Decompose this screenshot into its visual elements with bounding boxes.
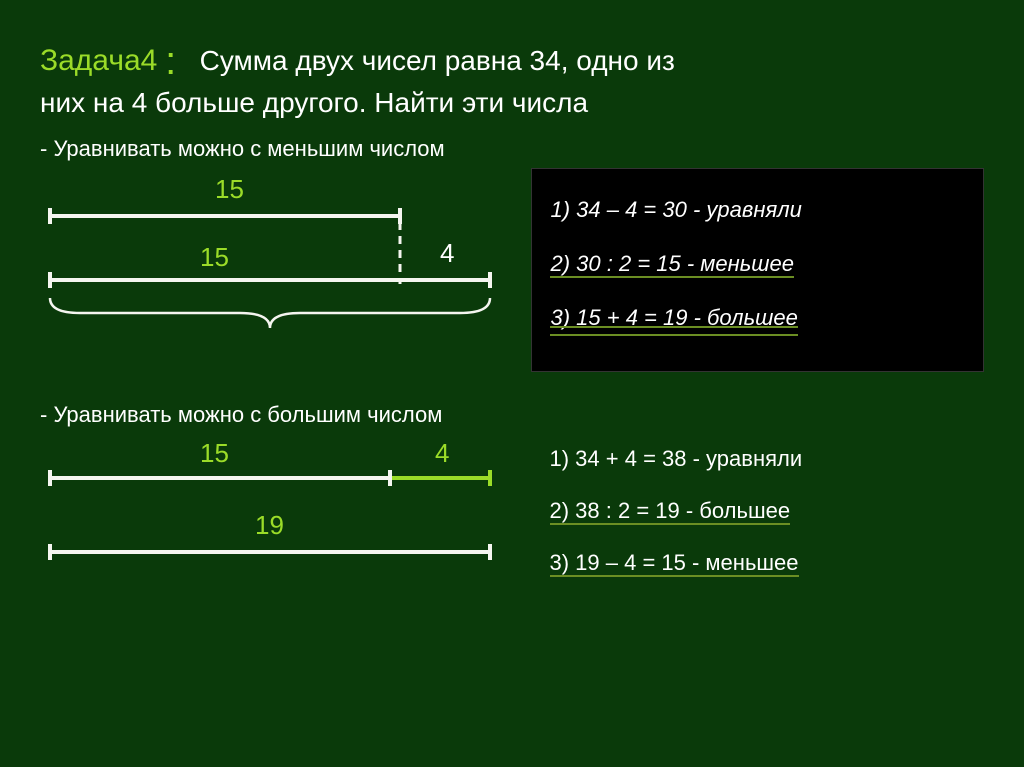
step1-2: 2) 30 : 2 = 15 - меньшее — [550, 251, 794, 277]
task-colon: : — [165, 39, 176, 83]
task-title: Задача4 : Сумма двух чисел равна 34, одн… — [40, 30, 984, 84]
step2-1: 1) 34 + 4 = 38 - уравняли — [550, 446, 803, 472]
task-label: Задача4 — [40, 44, 157, 77]
task-body-1: Сумма двух чисел равна 34, одно из — [200, 45, 675, 76]
task-body-2: них на 4 больше другого. Найти эти числа — [40, 84, 984, 122]
step2-3: 3) 19 – 4 = 15 - меньшее — [550, 550, 799, 576]
d1-bar1-label: 15 — [215, 174, 244, 204]
d2-bar1-label-b: 4 — [435, 438, 449, 468]
diagram-larger: 15 4 19 — [40, 436, 522, 592]
d1-bar2-label-b: 4 — [440, 238, 454, 268]
note-smaller: - Уравнивать можно с меньшим числом — [40, 136, 984, 162]
d1-brace — [50, 298, 490, 328]
d2-bar1-label-a: 15 — [200, 438, 229, 468]
d2-bar2-label: 19 — [255, 510, 284, 540]
diagram-smaller: 15 15 4 — [40, 168, 521, 372]
step2-2: 2) 38 : 2 = 19 - большее — [550, 498, 791, 524]
steps-larger-panel: 1) 34 + 4 = 38 - уравняли 2) 38 : 2 = 19… — [532, 436, 985, 592]
d1-bar2-label-a: 15 — [200, 242, 229, 272]
note-larger: - Уравнивать можно с большим числом — [40, 402, 984, 428]
steps-smaller-panel: 1) 34 – 4 = 30 - уравняли 2) 30 : 2 = 15… — [531, 168, 984, 372]
step1-3: 3) 15 + 4 = 19 - большее — [550, 305, 797, 331]
step1-1: 1) 34 – 4 = 30 - уравняли — [550, 197, 801, 223]
